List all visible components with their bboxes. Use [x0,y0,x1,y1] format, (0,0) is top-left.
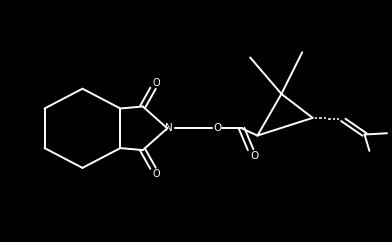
Text: N: N [165,123,173,133]
Text: O: O [152,78,160,88]
Text: O: O [250,151,259,161]
Text: O: O [152,169,160,179]
Text: O: O [213,123,221,133]
